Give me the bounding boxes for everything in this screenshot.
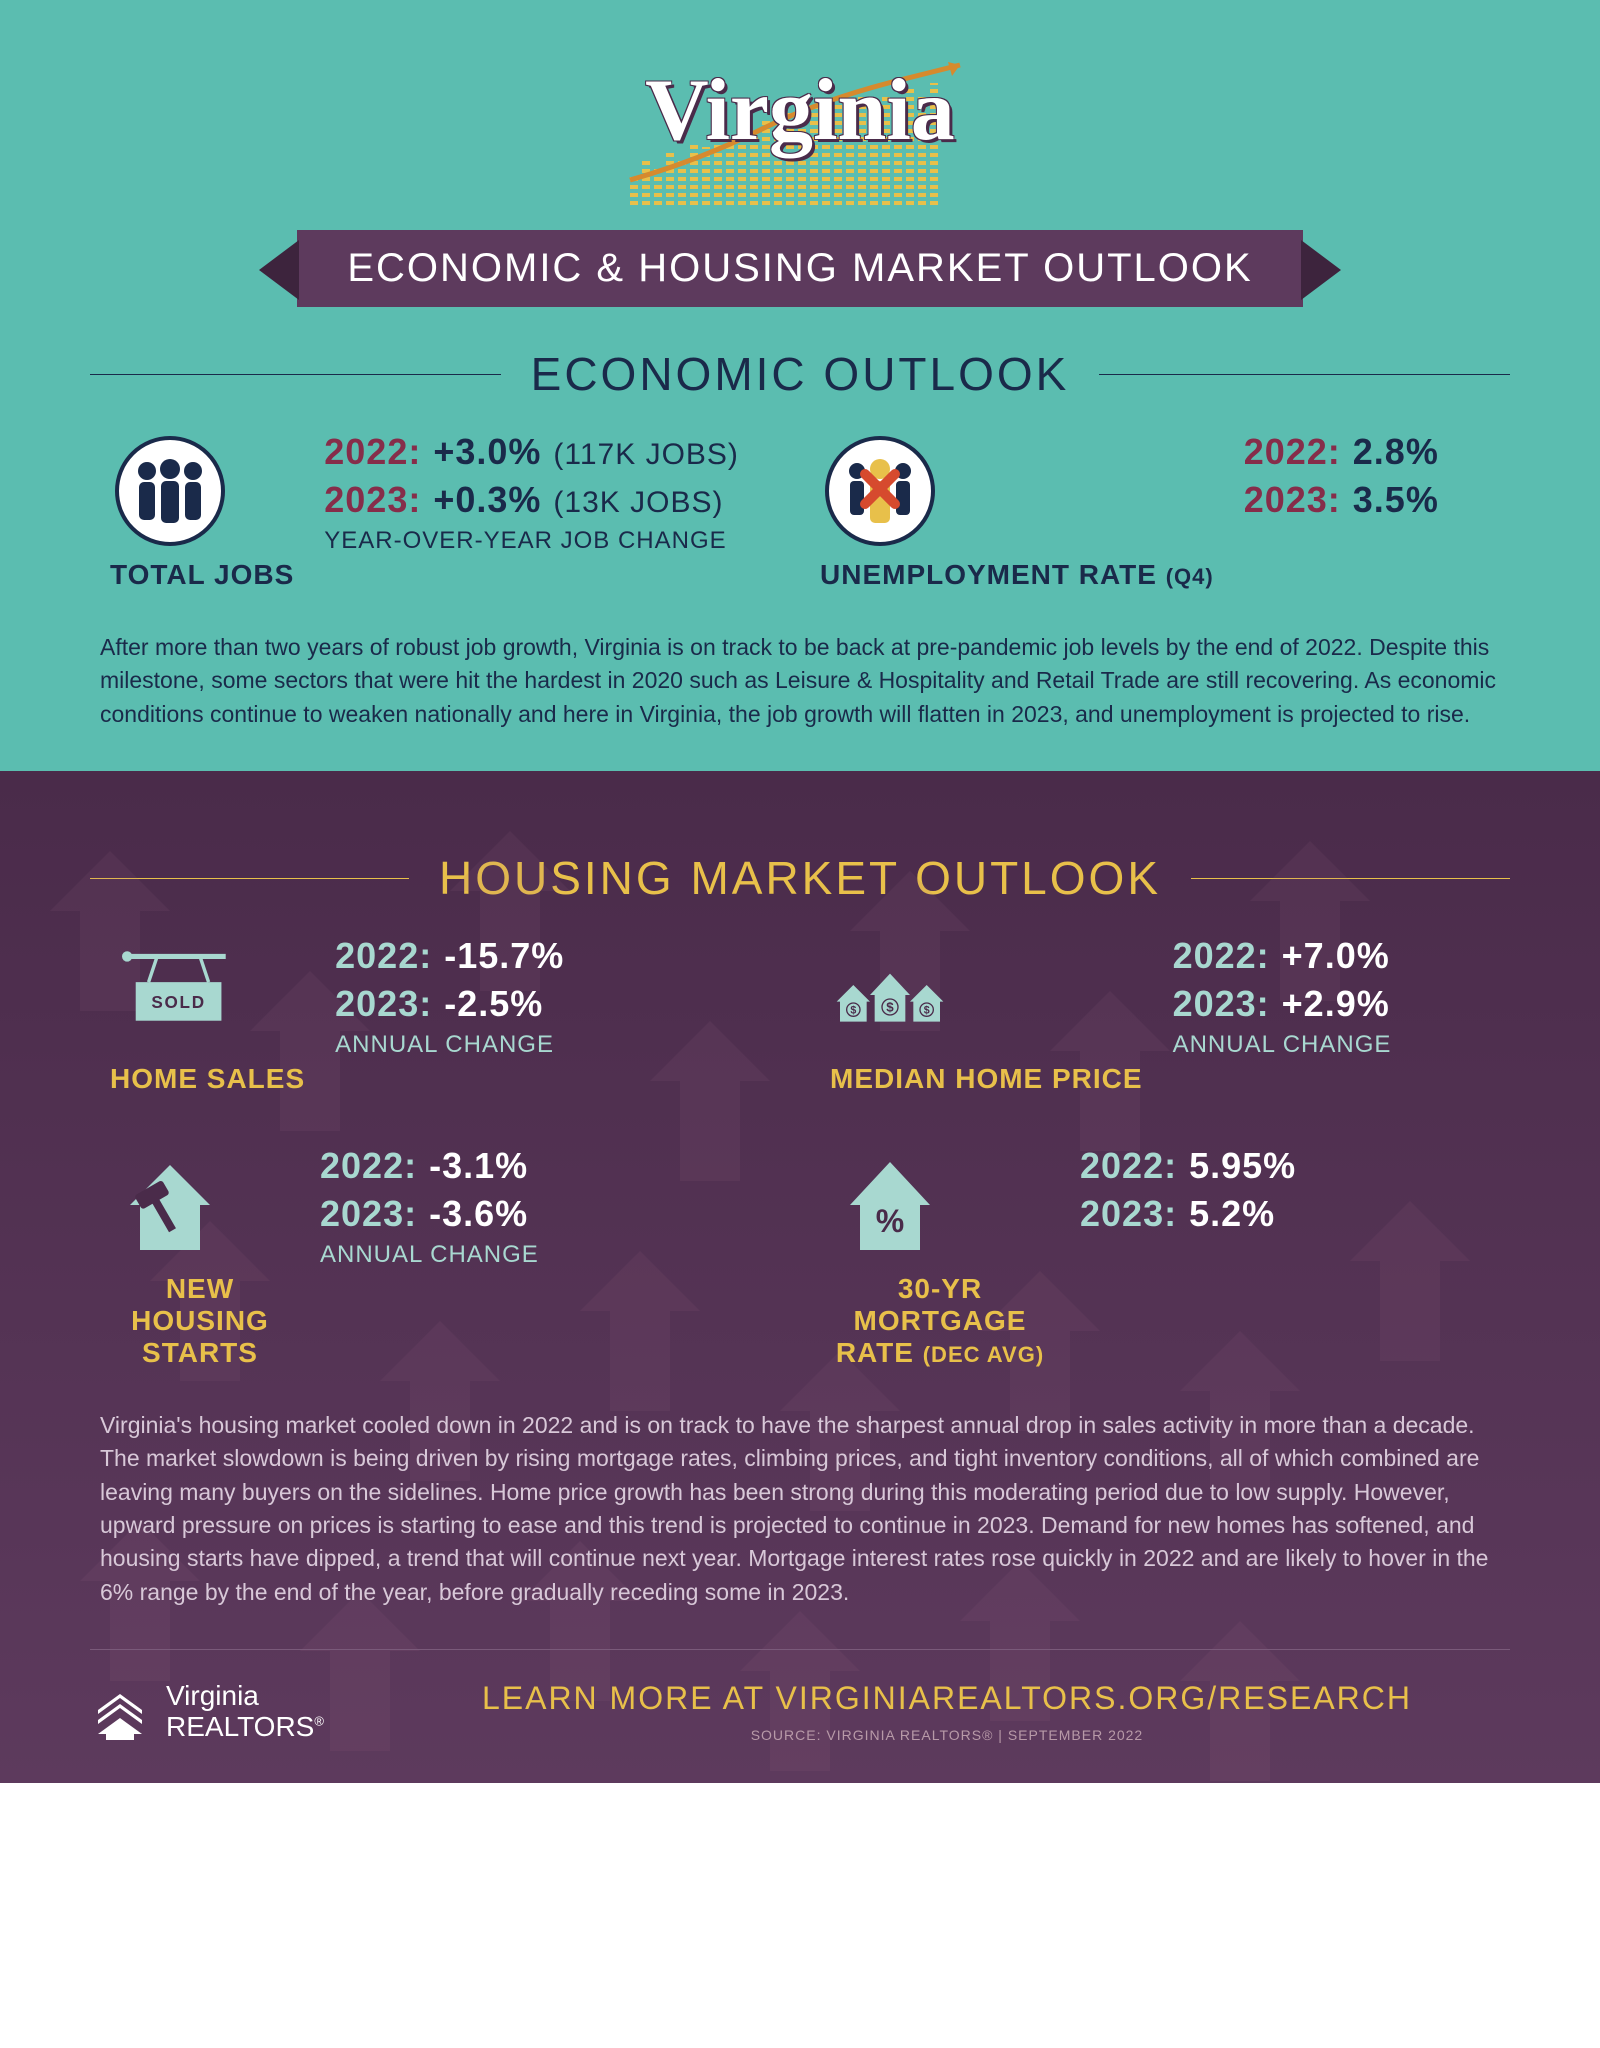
svg-text:$: $ — [886, 1000, 894, 1015]
mortgage-label: 30-YR MORTGAGERATE (DEC AVG) — [830, 1273, 1050, 1369]
price-label: MEDIAN HOME PRICE — [830, 1063, 1143, 1095]
learn-more: LEARN MORE AT VIRGINIAREALTORS.ORG/RESEA… — [384, 1680, 1510, 1717]
economic-body: After more than two years of robust job … — [90, 631, 1510, 731]
jobs-sublabel: YEAR-OVER-YEAR JOB CHANGE — [324, 527, 739, 555]
title-graphic: Virginia — [590, 60, 1010, 240]
construction-icon — [110, 1145, 230, 1265]
unemployment-block: UNEMPLOYMENT RATE (Q4) 2022:2.8% 2023:3.… — [820, 431, 1490, 591]
jobs-label: TOTAL JOBS — [110, 559, 294, 591]
sold-sign-icon: SOLD — [110, 935, 230, 1055]
home-sales-block: SOLD HOME SALES 2022:-15.7% 2023:-2.5% A… — [110, 935, 770, 1095]
svg-text:%: % — [876, 1203, 904, 1239]
svg-text:SOLD: SOLD — [151, 992, 205, 1012]
footer: VirginiaREALTORS® LEARN MORE AT VIRGINIA… — [90, 1649, 1510, 1743]
logo-icon — [90, 1682, 150, 1742]
subtitle-banner: ECONOMIC & HOUSING MARKET OUTLOOK — [297, 230, 1302, 307]
jobs-icon — [110, 431, 230, 551]
svg-text:$: $ — [850, 1005, 856, 1017]
economic-heading: ECONOMIC OUTLOOK — [90, 347, 1510, 401]
unemployment-icon — [820, 431, 940, 551]
infographic: Virginia ECONOMIC & HOUSING MARKET OUTLO… — [0, 0, 1600, 1783]
economic-section: Virginia ECONOMIC & HOUSING MARKET OUTLO… — [0, 0, 1600, 771]
sales-label: HOME SALES — [110, 1063, 305, 1095]
housing-section: HOUSING MARKET OUTLOOK SOLD — [0, 771, 1600, 1783]
housing-heading: HOUSING MARKET OUTLOOK — [90, 851, 1510, 905]
housing-body: Virginia's housing market cooled down in… — [90, 1409, 1510, 1609]
svg-text:$: $ — [924, 1005, 930, 1017]
new-starts-block: NEW HOUSINGSTARTS 2022:-3.1% 2023:-3.6% … — [110, 1145, 770, 1369]
median-price-block: $ $ $ MEDIAN HOME PRICE 2022:+7.0% 2023:… — [830, 935, 1490, 1095]
houses-icon: $ $ $ — [830, 935, 950, 1055]
mortgage-block: % 30-YR MORTGAGERATE (DEC AVG) 2022:5.95… — [830, 1145, 1490, 1369]
logo: VirginiaREALTORS® — [90, 1681, 324, 1743]
starts-label: NEW HOUSINGSTARTS — [110, 1273, 290, 1369]
percent-house-icon: % — [830, 1145, 950, 1265]
total-jobs-block: TOTAL JOBS 2022:+3.0%(117K JOBS) 2023:+0… — [110, 431, 780, 591]
unemployment-label: UNEMPLOYMENT RATE (Q4) — [820, 559, 1214, 591]
main-title: Virginia — [590, 60, 1010, 161]
source-line: SOURCE: VIRGINIA REALTORS® | SEPTEMBER 2… — [384, 1727, 1510, 1743]
